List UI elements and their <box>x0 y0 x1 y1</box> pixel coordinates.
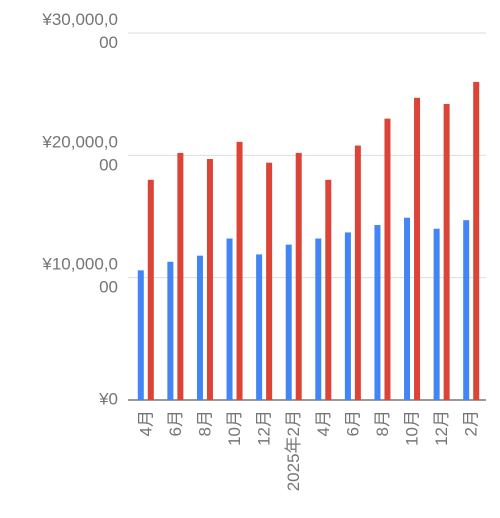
x-tick-label: 6月 <box>343 410 362 436</box>
bar <box>147 179 154 400</box>
y-tick-label: ¥10,000,0 00 <box>41 255 118 297</box>
bar <box>137 270 144 400</box>
bar <box>295 152 302 400</box>
y-tick-label: ¥30,000,0 00 <box>41 10 118 52</box>
bar <box>196 255 203 400</box>
bar <box>374 225 381 400</box>
x-tick-label: 2月 <box>462 410 481 436</box>
y-tick-label: ¥0 <box>98 389 118 408</box>
bar <box>443 103 450 400</box>
bar <box>177 152 184 400</box>
x-tick-label: 12月 <box>255 410 274 446</box>
bar <box>463 220 470 400</box>
bar <box>354 145 361 400</box>
x-tick-label: 6月 <box>166 410 185 436</box>
x-tick-label: 8月 <box>373 410 392 436</box>
bar <box>236 141 243 401</box>
bar <box>473 81 480 400</box>
x-tick-label: 10月 <box>225 410 244 446</box>
bar <box>266 162 273 400</box>
bar <box>167 261 174 400</box>
bar <box>414 97 421 400</box>
x-tick-label: 4月 <box>136 410 155 436</box>
x-tick-label: 10月 <box>403 410 422 446</box>
x-tick-label: 4月 <box>314 410 333 436</box>
bar <box>384 118 391 400</box>
bar <box>226 238 233 400</box>
bar <box>256 254 263 400</box>
bar <box>404 217 411 400</box>
bar <box>325 179 332 400</box>
y-tick-label: ¥20,000,0 00 <box>41 133 118 175</box>
bar <box>206 159 213 400</box>
x-tick-label: 12月 <box>432 410 451 446</box>
bar <box>285 244 292 400</box>
bar <box>433 228 440 400</box>
bar <box>344 232 351 400</box>
x-tick-label: 2025年2月 <box>284 410 303 491</box>
bar <box>315 238 322 400</box>
x-tick-label: 8月 <box>195 410 214 436</box>
